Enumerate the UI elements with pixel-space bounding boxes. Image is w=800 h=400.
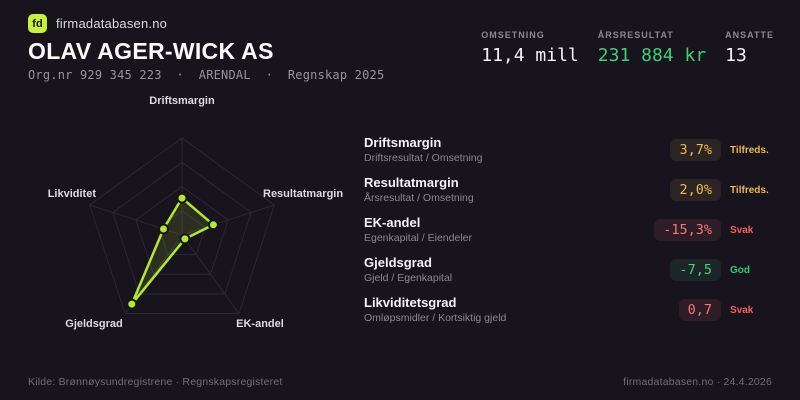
metric-formula: Gjeld / Egenkapital	[364, 272, 453, 285]
metric-text: Likviditetsgrad Omløpsmidler / Kortsikti…	[364, 294, 507, 325]
metric-formula: Omløpsmidler / Kortsiktig gjeld	[364, 312, 507, 325]
metric-text: Gjeldsgrad Gjeld / Egenkapital	[364, 254, 453, 285]
metric-title: Driftsmargin	[364, 134, 442, 150]
metric-text: EK-andel Egenkapital / Eiendeler	[364, 214, 472, 245]
metric-row-resultatmargin: Resultatmargin Årsresultat / Omsetning 2…	[364, 170, 772, 210]
key-figures: OMSETNING 11,4 mill ÅRSRESULTAT 231 884 …	[481, 30, 774, 66]
metric-row-ek-andel: EK-andel Egenkapital / Eiendeler -15,3% …	[364, 210, 772, 250]
radar-axis-driftsmargin: Driftsmargin	[149, 95, 215, 107]
metric-status: Tilfreds.	[730, 184, 769, 196]
metric-value-badge: 0,7	[678, 298, 721, 322]
metric-row-gjeldsgrad: Gjeldsgrad Gjeld / Egenkapital -7,5 God	[364, 250, 772, 290]
radar-axis-likviditet: Likviditet	[47, 188, 96, 200]
footer-source: Kilde: Brønnøysundregistrene · Regnskaps…	[28, 376, 283, 388]
radar-axis-ek-andel: EK-andel	[236, 318, 284, 330]
radar-chart-svg	[89, 137, 275, 314]
metrics-panel: Driftsmargin Driftsresultat / Omsetning …	[364, 130, 772, 330]
metric-text: Driftsmargin Driftsresultat / Omsetning	[364, 134, 483, 165]
metric-row-driftsmargin: Driftsmargin Driftsresultat / Omsetning …	[364, 130, 772, 170]
metric-status: Svak	[730, 304, 754, 316]
radar-chart: Driftsmargin Resultatmargin EK-andel Gje…	[0, 85, 360, 360]
metric-title: Resultatmargin	[364, 174, 459, 190]
metric-title: Likviditetsgrad	[364, 294, 457, 310]
metric-row-likviditetsgrad: Likviditetsgrad Omløpsmidler / Kortsikti…	[364, 290, 772, 330]
stat-value: 13	[725, 45, 747, 66]
metric-formula: Egenkapital / Eiendeler	[364, 232, 472, 245]
footer-brand-date: firmadatabasen.no · 24.4.2026	[623, 376, 772, 388]
company-meta: Org.nr 929 345 223 · ARENDAL · Regnskap …	[28, 68, 385, 82]
stat-label: ANSATTE	[725, 30, 774, 40]
firmadatabasen-logo-icon: fd	[28, 14, 47, 33]
metric-value-badge: -7,5	[670, 258, 721, 282]
metric-title: EK-andel	[364, 214, 421, 230]
metric-formula: Årsresultat / Omsetning	[364, 192, 474, 205]
radar-axis-gjeldsgrad: Gjeldsgrad	[65, 318, 123, 330]
metric-text: Resultatmargin Årsresultat / Omsetning	[364, 174, 474, 205]
radar-axis-resultatmargin: Resultatmargin	[263, 188, 344, 200]
brand-row: fd firmadatabasen.no	[28, 14, 167, 33]
company-name-title: OLAV AGER-WICK AS	[28, 38, 274, 64]
metric-status: Tilfreds.	[730, 144, 769, 156]
stat-label: ÅRSRESULTAT	[597, 30, 674, 40]
metric-title: Gjeldsgrad	[364, 254, 432, 270]
stat-label: OMSETNING	[481, 30, 545, 40]
footer: Kilde: Brønnøysundregistrene · Regnskaps…	[28, 376, 772, 388]
stat-omsetning: OMSETNING 11,4 mill	[481, 30, 579, 66]
metric-value-badge: 2,0%	[670, 178, 721, 202]
stat-value: 11,4 mill	[481, 45, 579, 66]
stat-aarsresultat: ÅRSRESULTAT 231 884 kr	[598, 30, 706, 66]
metric-value-badge: -15,3%	[654, 218, 721, 242]
stat-ansatte: ANSATTE 13	[725, 30, 774, 66]
metric-value-badge: 3,7%	[670, 138, 721, 162]
brand-name: firmadatabasen.no	[56, 16, 168, 31]
stat-value: 231 884 kr	[597, 45, 707, 66]
metric-formula: Driftsresultat / Omsetning	[364, 152, 483, 165]
metric-status: God	[730, 264, 750, 276]
metric-status: Svak	[730, 224, 754, 236]
